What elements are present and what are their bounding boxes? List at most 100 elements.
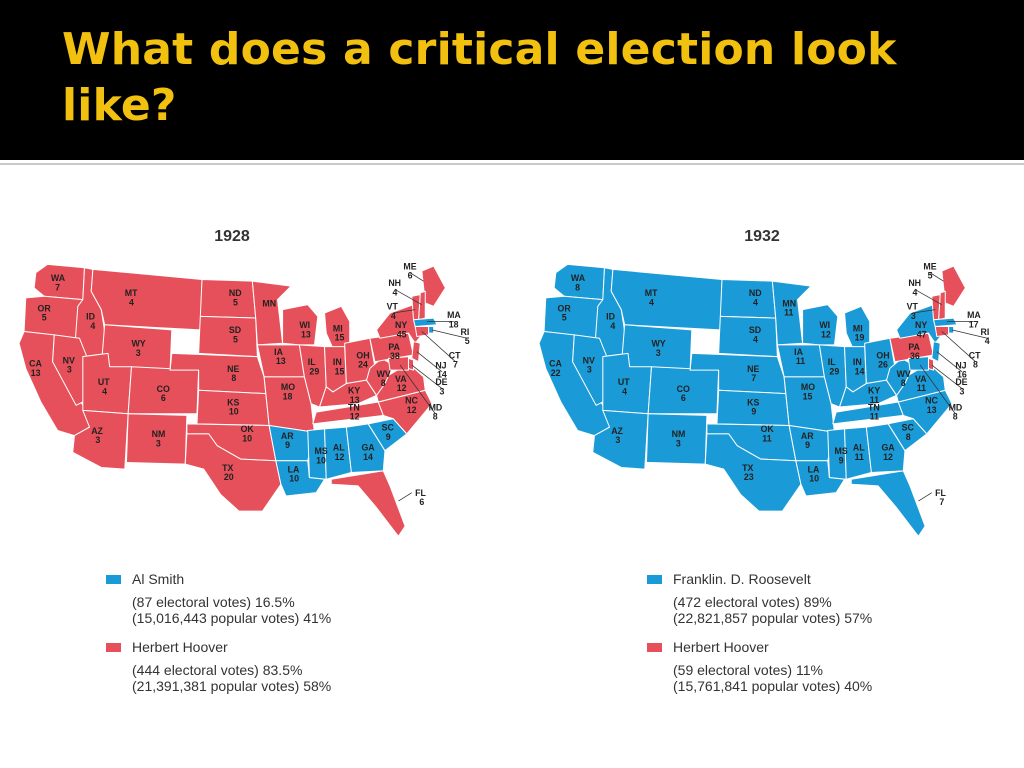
state-label-vt: VT <box>907 302 919 312</box>
state-label-oh: OH <box>356 350 369 360</box>
state-votes-la: 10 <box>289 474 299 484</box>
legend-candidate-name: Herbert Hoover <box>673 639 769 655</box>
legend-popular-votes: (22,821,857 popular votes) 57% <box>673 610 873 626</box>
state-mo <box>263 376 315 433</box>
state-votes-me: 5 <box>928 271 933 281</box>
state-label-ar: AR <box>801 431 814 441</box>
state-label-nh: NH <box>388 278 401 288</box>
state-ma <box>412 317 438 327</box>
state-votes-pa: 38 <box>390 351 400 361</box>
state-label-wi: WI <box>819 320 830 330</box>
callout-line-fl <box>918 492 933 502</box>
state-label-ms: MS <box>314 446 327 456</box>
state-md <box>387 356 409 371</box>
state-votes-fl: 7 <box>939 497 944 507</box>
state-la <box>795 460 846 497</box>
state-label-mn: MN <box>262 298 276 308</box>
state-label-nm: NM <box>152 429 166 439</box>
state-label-la: LA <box>808 465 820 475</box>
state-votes-az: 3 <box>615 435 620 445</box>
state-label-mi: MI <box>333 324 343 334</box>
state-votes-nc: 12 <box>407 405 417 415</box>
state-fl <box>330 470 406 537</box>
state-label-az: AZ <box>611 426 623 436</box>
state-label-va: VA <box>395 374 407 384</box>
state-label-il: IL <box>308 357 316 367</box>
state-label-co: CO <box>157 384 170 394</box>
legend-popular-votes: (15,761,841 popular votes) 40% <box>673 678 873 694</box>
state-or <box>23 295 84 339</box>
state-votes-al: 11 <box>855 452 864 462</box>
state-label-ia: IA <box>794 347 803 357</box>
state-votes-nh: 4 <box>913 287 918 297</box>
state-votes-ia: 11 <box>796 356 805 366</box>
state-mt <box>90 268 203 331</box>
state-label-tn: TN <box>348 402 360 412</box>
state-label-ga: GA <box>361 443 375 453</box>
state-la <box>275 460 326 497</box>
callout-line-nh <box>394 289 423 305</box>
state-votes-ut: 4 <box>102 386 107 396</box>
legend-entry-republican: Herbert Hoover (444 electoral votes) 83.… <box>106 638 331 694</box>
state-de <box>407 357 415 371</box>
state-nj <box>931 341 941 363</box>
state-votes-ms: 9 <box>839 455 844 465</box>
state-label-ny: NY <box>915 320 927 330</box>
state-votes-nj: 14 <box>437 370 447 380</box>
state-votes-wi: 13 <box>301 329 311 339</box>
state-votes-wa: 8 <box>575 282 580 292</box>
legend-1928: Al Smith (87 electoral votes) 16.5% (15,… <box>106 570 331 694</box>
map-panel-1928: 1928 WA 7 OR 5 CA 13 ID 4 NV 3 MT 4 WY 3 UT 4 AZ 3 CO 6 NM 3 N… <box>14 228 494 558</box>
slide-title: What does a critical election look like? <box>62 24 897 131</box>
state-votes-wv: 8 <box>381 378 386 388</box>
state-votes-va: 12 <box>397 383 407 393</box>
state-label-ca: CA <box>549 359 562 369</box>
header-divider <box>0 163 1024 165</box>
state-votes-me: 6 <box>408 271 413 281</box>
state-votes-ia: 13 <box>276 356 286 366</box>
state-votes-wa: 7 <box>55 282 60 292</box>
state-label-nc: NC <box>405 396 418 406</box>
state-label-ar: AR <box>281 431 294 441</box>
state-votes-tx: 23 <box>744 472 754 482</box>
state-votes-sc: 8 <box>906 432 911 442</box>
state-wi <box>802 304 839 346</box>
state-label-il: IL <box>828 357 836 367</box>
state-votes-in: 14 <box>855 366 865 376</box>
callout-line-nj <box>936 351 963 373</box>
state-votes-id: 4 <box>610 321 615 331</box>
state-mo <box>783 376 835 433</box>
state-label-ca: CA <box>29 359 42 369</box>
callout-line-vt <box>393 309 416 314</box>
legend-swatch-democrat <box>647 575 662 584</box>
callout-line-me <box>929 272 944 282</box>
state-label-ma: MA <box>967 310 981 320</box>
state-votes-nv: 3 <box>587 365 592 375</box>
state-votes-fl: 6 <box>419 497 424 507</box>
state-label-la: LA <box>288 465 300 475</box>
state-vt <box>411 294 421 321</box>
state-label-wa: WA <box>571 273 586 283</box>
state-votes-ga: 12 <box>883 452 893 462</box>
state-label-mo: MO <box>281 382 295 392</box>
state-votes-ne: 8 <box>231 373 236 383</box>
state-label-ct: CT <box>449 350 461 360</box>
state-label-md: MD <box>949 402 963 412</box>
state-votes-sd: 4 <box>753 334 758 344</box>
state-label-sd: SD <box>229 325 241 335</box>
state-label-nc: NC <box>925 396 938 406</box>
legend-swatch-democrat <box>106 575 121 584</box>
state-label-or: OR <box>38 303 52 313</box>
legend-candidate-name: Franklin. D. Roosevelt <box>673 571 811 587</box>
state-label-sc: SC <box>902 423 915 433</box>
state-label-nj: NJ <box>955 360 966 370</box>
state-label-wv: WV <box>897 369 911 379</box>
us-electoral-map-1932: WA8OR5CA22ID4NV3MT4WY3UT4AZ3CO6NM3ND4SD4… <box>538 261 990 537</box>
state-votes-al: 12 <box>335 452 345 462</box>
state-votes-ny: 47 <box>917 329 927 339</box>
state-label-ok: OK <box>761 424 775 434</box>
state-ny <box>896 304 943 344</box>
state-votes-ok: 11 <box>762 433 771 443</box>
legend-candidate-name: Herbert Hoover <box>132 639 228 655</box>
state-votes-ut: 4 <box>622 386 627 396</box>
